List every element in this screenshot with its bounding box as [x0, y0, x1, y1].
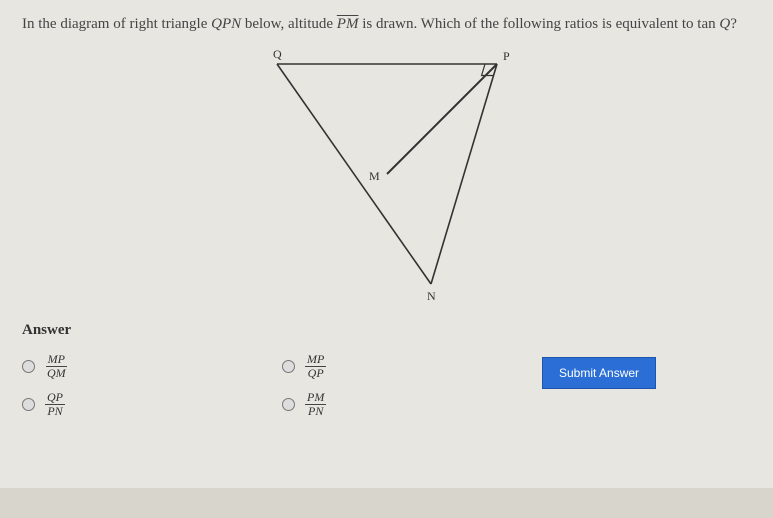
radio-icon [282, 398, 295, 411]
option-frac: MP QM [45, 353, 68, 379]
frac-den: PN [306, 405, 325, 418]
svg-text:M: M [369, 169, 380, 183]
options-row: MP QM QP PN MP QP PM PN Subm [22, 353, 751, 417]
frac-den: QP [306, 367, 326, 380]
q-part3: is drawn. Which of the following ratios … [358, 16, 719, 32]
frac-den: QM [45, 367, 68, 380]
radio-icon [282, 360, 295, 373]
radio-icon [22, 398, 35, 411]
option-a[interactable]: MP QM [22, 353, 282, 379]
option-frac: PM PN [305, 391, 326, 417]
options-col-left: MP QM QP PN [22, 353, 282, 417]
q-part1: In the diagram of right triangle [22, 16, 211, 32]
svg-text:N: N [427, 289, 436, 303]
frac-num: MP [46, 353, 67, 367]
q-ang: Q [719, 16, 730, 32]
q-tri: QPN [211, 16, 241, 32]
question-text: In the diagram of right triangle QPN bel… [22, 14, 751, 34]
radio-icon [22, 360, 35, 373]
option-d[interactable]: PM PN [282, 391, 502, 417]
frac-num: QP [45, 391, 65, 405]
option-c[interactable]: MP QP [282, 353, 502, 379]
option-b[interactable]: QP PN [22, 391, 282, 417]
option-frac: QP PN [45, 391, 65, 417]
bottom-band [0, 488, 773, 518]
svg-text:P: P [503, 49, 510, 63]
q-part4: ? [730, 16, 737, 32]
submit-button[interactable]: Submit Answer [542, 357, 656, 389]
frac-num: MP [305, 353, 326, 367]
frac-den: PN [45, 405, 64, 418]
options-col-mid: MP QP PM PN [282, 353, 502, 417]
q-alt: PM [337, 16, 359, 32]
diagram-container: Q P N M [22, 44, 751, 304]
option-frac: MP QP [305, 353, 326, 379]
answer-heading: Answer [22, 322, 751, 339]
frac-num: PM [305, 391, 326, 405]
q-part2: below, altitude [241, 16, 337, 32]
svg-text:Q: Q [273, 47, 282, 61]
triangle-diagram: Q P N M [237, 44, 537, 304]
